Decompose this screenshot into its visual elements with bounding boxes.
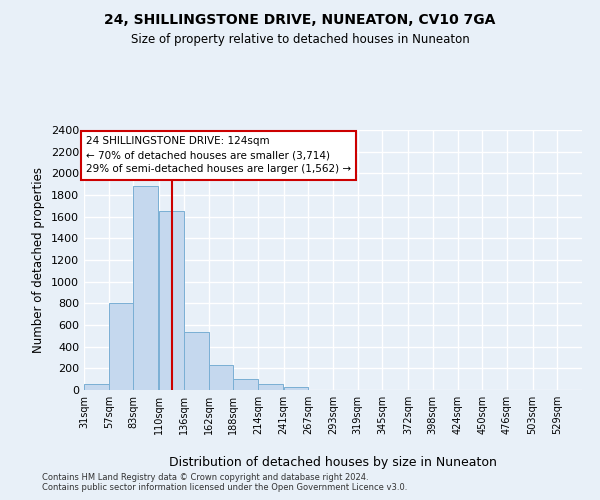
Bar bbox=[233, 378, 258, 390]
Text: Size of property relative to detached houses in Nuneaton: Size of property relative to detached ho… bbox=[131, 32, 469, 46]
Bar bbox=[159, 211, 184, 390]
Bar bbox=[109, 304, 133, 390]
Bar bbox=[133, 186, 158, 390]
Y-axis label: Number of detached properties: Number of detached properties bbox=[32, 167, 46, 353]
Bar bbox=[209, 364, 233, 390]
Bar bbox=[284, 387, 308, 390]
Text: Distribution of detached houses by size in Nuneaton: Distribution of detached houses by size … bbox=[169, 456, 497, 469]
Bar bbox=[84, 384, 109, 390]
Text: 24, SHILLINGSTONE DRIVE, NUNEATON, CV10 7GA: 24, SHILLINGSTONE DRIVE, NUNEATON, CV10 … bbox=[104, 12, 496, 26]
Bar bbox=[184, 332, 209, 390]
Text: 24 SHILLINGSTONE DRIVE: 124sqm
← 70% of detached houses are smaller (3,714)
29% : 24 SHILLINGSTONE DRIVE: 124sqm ← 70% of … bbox=[86, 136, 351, 174]
Bar bbox=[258, 384, 283, 390]
Text: Contains HM Land Registry data © Crown copyright and database right 2024.
Contai: Contains HM Land Registry data © Crown c… bbox=[42, 473, 407, 492]
